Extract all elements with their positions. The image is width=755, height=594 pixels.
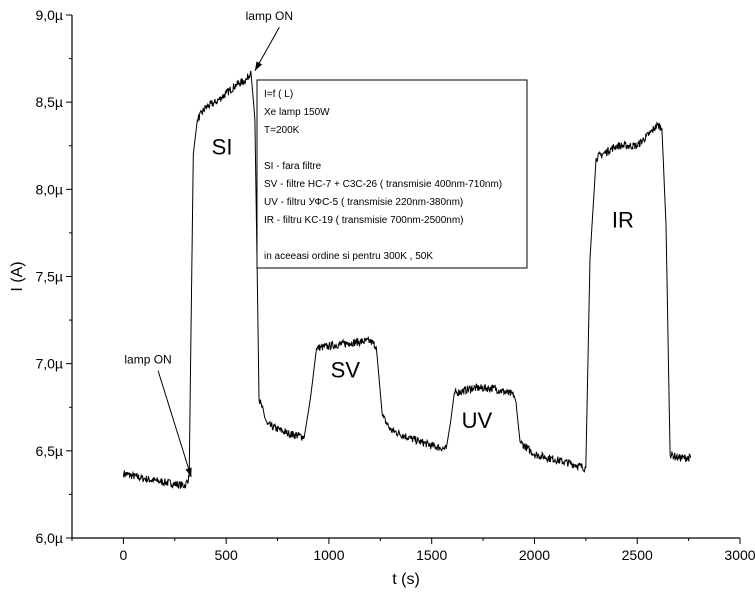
annotation-label: lamp ON	[124, 353, 171, 367]
legend-line: UV - filtru УФС-5 ( transmisie 220nm-380…	[264, 197, 463, 208]
x-tick-label: 500	[214, 547, 238, 563]
annotation-label: lamp ON	[246, 9, 293, 23]
legend-frame	[256, 79, 528, 269]
y-tick-label: 7,0µ	[35, 356, 63, 372]
x-ticks: 0 500 1000 1500 2000 2500 3000	[71, 538, 755, 563]
y-tick-label: 6,0µ	[35, 530, 63, 546]
x-tick-label: 0	[119, 547, 127, 563]
segment-label: SI	[212, 134, 233, 159]
y-ticks: 6,0µ 6,5µ 7,0µ 7,5µ 8,0µ 8,5µ 9,0µ	[35, 7, 72, 546]
series-line	[122, 70, 692, 489]
segment-label: UV	[462, 408, 493, 433]
legend-line: in aceeasi ordine si pentru 300K , 50K	[264, 251, 433, 262]
segment-label: SV	[331, 358, 361, 383]
annotation-arrowhead	[185, 467, 192, 477]
y-tick-label: 7,5µ	[35, 269, 63, 285]
annotations: lamp ON lamp ON	[124, 9, 293, 478]
y-tick-label: 8,5µ	[35, 94, 63, 110]
annotation-arrowhead	[254, 61, 263, 71]
legend-line: T=200K	[264, 125, 300, 136]
x-tick-label: 1500	[416, 547, 447, 563]
x-tick-label: 1000	[313, 547, 344, 563]
legend-line: SV - filtre HC-7 + C3C-26 ( transmisie 4…	[264, 179, 502, 190]
segment-labels: SI SV UV IR	[212, 134, 634, 433]
x-tick-label: 2500	[622, 547, 653, 563]
y-axis-label: I (A)	[9, 261, 26, 291]
y-tick-label: 6,5µ	[35, 443, 63, 459]
legend-line: I=f ( L)	[264, 89, 293, 100]
segment-label: IR	[612, 208, 634, 233]
x-tick-label: 3000	[724, 547, 755, 563]
x-tick-label: 2000	[519, 547, 550, 563]
annotation-arrow	[157, 370, 192, 478]
legend-line: Xe lamp 150W	[264, 107, 330, 118]
x-axis-label: t (s)	[392, 571, 420, 588]
y-tick-label: 8,0µ	[35, 181, 63, 197]
legend-line: IR - filtru KC-19 ( transmisie 700nm-250…	[264, 215, 464, 226]
legend-box: I=f ( L) Xe lamp 150W T=200K SI - fara filt…	[256, 79, 528, 269]
legend-line: SI - fara filtre	[264, 161, 322, 172]
y-tick-label: 9,0µ	[35, 7, 63, 23]
